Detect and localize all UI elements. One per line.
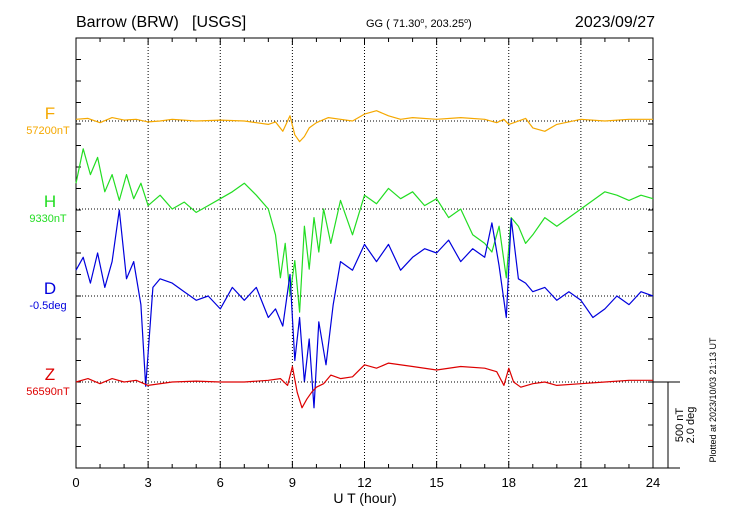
x-tick-label-6: 6 [217,475,224,490]
series-line-Z [75,362,653,409]
series-baseline-D: -0.5deg [29,300,66,312]
series-F: F 57200nT [26,104,653,143]
x-tick-label-3: 3 [145,475,152,490]
scale-bar-nt-label: 500 nT [674,408,686,443]
plot-frame [75,37,654,469]
series-name-H: H [44,192,56,211]
series-line-D [75,209,654,409]
x-tick-label-24: 24 [646,475,660,490]
series-line-H [75,148,654,313]
frame-ticks [75,38,654,468]
x-tick-label-21: 21 [574,475,588,490]
series-Z: Z 56590nT [26,362,653,409]
x-tick-labels: 0 3 6 9 12 15 18 21 24 [72,475,660,490]
series-baseline-F: 57200nT [26,125,70,137]
series-name-F: F [45,104,55,123]
x-tick-label-9: 9 [289,475,296,490]
station-title: Barrow (BRW) [76,14,179,31]
x-tick-label-15: 15 [429,475,443,490]
series-H: H 9330nT [29,148,654,313]
series-layer: F 57200nT H 9330nT D -0.5deg Z 56590nT [26,104,654,409]
x-tick-label-0: 0 [72,475,79,490]
scale-bar-deg-label: 2.0 deg [685,407,697,444]
x-tick-label-18: 18 [502,475,516,490]
series-D: D -0.5deg [29,209,654,409]
grid-lines [147,38,582,468]
scale-bar: 500 nT 2.0 deg [653,381,697,469]
series-baseline-Z: 56590nT [26,386,70,398]
x-tick-label-12: 12 [357,475,371,490]
series-name-D: D [44,279,56,298]
series-name-Z: Z [45,365,55,384]
coordinates: GG ( 71.30o, 203.25o) [366,18,472,30]
x-axis-label: U T (hour) [333,490,396,506]
series-line-F [75,110,653,143]
date-label: 2023/09/27 [575,14,655,31]
source-label: [USGS] [192,14,246,31]
plotted-timestamp: Plotted at 2023/10/03 21:13 UT [708,337,718,463]
series-baseline-H: 9330nT [29,213,67,225]
